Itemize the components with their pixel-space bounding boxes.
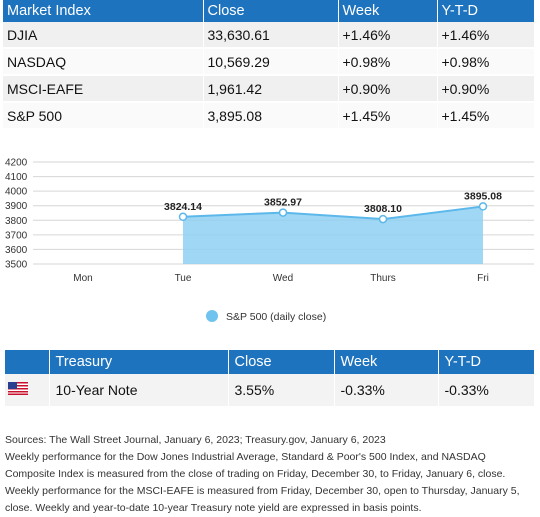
y-tick-label: 3800 <box>5 216 28 227</box>
index-ytd: +0.98% <box>437 48 534 76</box>
x-tick-label: Fri <box>477 273 489 284</box>
y-tick-label: 3900 <box>5 201 28 212</box>
data-point <box>478 202 488 211</box>
treasury-table: Treasury Close Week Y-T-D 10-Year Note 3… <box>5 350 534 406</box>
header-flag-spacer <box>5 350 50 374</box>
index-close: 1,961.42 <box>203 75 339 103</box>
x-tick-label: Mon <box>73 273 92 284</box>
x-tick-label: Wed <box>273 273 293 284</box>
y-tick-label: 4100 <box>5 172 28 183</box>
market-index-table: Market Index Close Week Y-T-D DJIA 33,63… <box>3 0 534 130</box>
header-week: Week <box>334 350 439 374</box>
series-line <box>182 205 484 221</box>
index-week: +1.46% <box>338 22 438 49</box>
table-row: DJIA 33,630.61 +1.46% +1.46% <box>3 22 534 49</box>
index-ytd: +1.46% <box>437 22 534 49</box>
header-close: Close <box>228 350 335 374</box>
data-label: 3852.97 <box>264 197 302 209</box>
data-label: 3824.14 <box>164 201 202 213</box>
header-ytd: Y-T-D <box>437 0 534 22</box>
treasury-week: -0.33% <box>334 374 439 406</box>
data-point <box>278 208 288 217</box>
y-tick-label: 3600 <box>5 245 28 256</box>
treasury-table-header: Treasury Close Week Y-T-D <box>5 350 534 374</box>
table-row: NASDAQ 10,569.29 +0.98% +0.98% <box>3 48 534 76</box>
index-close: 3,895.08 <box>203 102 339 130</box>
market-table-header: Market Index Close Week Y-T-D <box>3 0 534 22</box>
index-name: MSCI-EAFE <box>3 75 204 103</box>
index-close: 33,630.61 <box>203 22 339 49</box>
table-row: 10-Year Note 3.55% -0.33% -0.33% <box>5 374 534 406</box>
sources-note: Sources: The Wall Street Journal, Januar… <box>5 434 386 446</box>
y-tick-label: 4200 <box>5 158 28 169</box>
legend-marker <box>206 310 218 322</box>
index-close: 10,569.29 <box>203 48 339 76</box>
legend-label: S&P 500 (daily close) <box>226 311 326 323</box>
sp500-area-chart: 3500 3600 3700 3800 3900 4000 4100 4200 Mon Tue We… <box>5 158 534 323</box>
index-week: +0.90% <box>338 75 438 103</box>
footnotes: Sources: The Wall Street Journal, Januar… <box>5 432 537 517</box>
treasury-name: 10-Year Note <box>49 374 229 406</box>
y-tick-label: 3700 <box>5 230 28 241</box>
index-week: +1.45% <box>338 102 438 130</box>
treasury-close: 3.55% <box>228 374 335 406</box>
y-tick-label: 3500 <box>5 260 28 271</box>
treasury-ytd: -0.33% <box>438 374 534 406</box>
x-tick-label: Thurs <box>370 273 396 284</box>
index-ytd: +1.45% <box>437 102 534 130</box>
data-label: 3895.08 <box>464 190 502 202</box>
index-ytd: +0.90% <box>437 75 534 103</box>
header-treasury: Treasury <box>49 350 229 374</box>
index-week: +0.98% <box>338 48 438 76</box>
data-point <box>178 212 188 222</box>
table-row: MSCI-EAFE 1,961.42 +0.90% +0.90% <box>3 75 534 103</box>
header-market-index: Market Index <box>3 0 204 22</box>
index-name: NASDAQ <box>3 48 204 76</box>
table-row: S&P 500 3,895.08 +1.45% +1.45% <box>3 102 534 130</box>
data-point <box>378 214 388 224</box>
header-close: Close <box>203 0 339 22</box>
index-name: S&P 500 <box>3 102 204 130</box>
x-tick-label: Tue <box>175 273 192 284</box>
header-week: Week <box>338 0 438 22</box>
header-ytd: Y-T-D <box>438 350 534 374</box>
methodology-note: Weekly performance for the Dow Jones Ind… <box>5 451 520 514</box>
us-flag-icon <box>5 374 50 406</box>
index-name: DJIA <box>3 22 204 49</box>
data-label: 3808.10 <box>364 203 402 215</box>
y-tick-label: 4000 <box>5 187 28 198</box>
series-area <box>183 206 483 264</box>
